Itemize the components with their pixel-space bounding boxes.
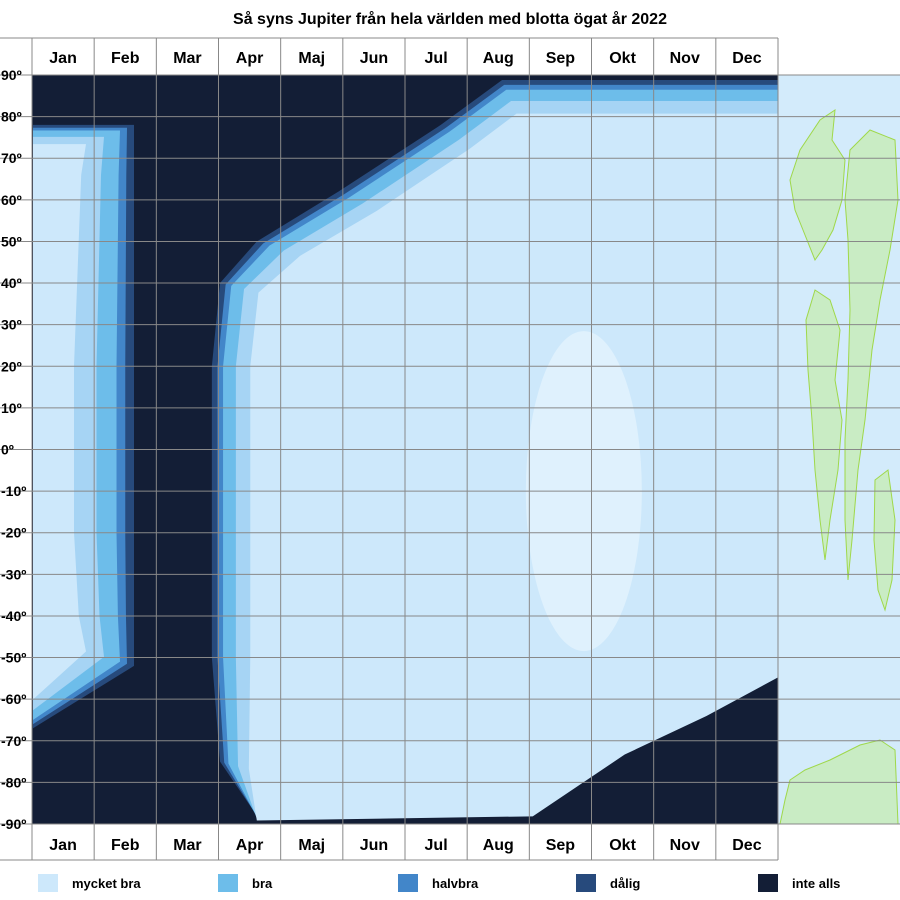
- latitude-label: -20º: [1, 525, 26, 541]
- latitude-label: 60º: [1, 192, 22, 208]
- month-label-bottom: Jun: [360, 837, 388, 854]
- latitude-label: 0º: [1, 442, 14, 458]
- month-label-top: Jul: [425, 50, 448, 67]
- legend-label: dålig: [610, 876, 640, 891]
- legend-label: mycket bra: [72, 876, 141, 891]
- month-label-bottom: Jul: [425, 837, 448, 854]
- latitude-label: 50º: [1, 233, 22, 249]
- grid-lines: [0, 37, 900, 861]
- month-label-bottom: Jan: [49, 837, 77, 854]
- month-label-bottom: Dec: [732, 837, 761, 854]
- map-land-east: [873, 469, 896, 612]
- month-label-top: Mar: [173, 50, 201, 67]
- legend-label: bra: [252, 876, 273, 891]
- legend-swatch: [398, 874, 418, 892]
- latitude-label: 40º: [1, 275, 22, 291]
- legend-swatch: [218, 874, 238, 892]
- month-label-bottom: Apr: [236, 837, 264, 854]
- month-label-top: Apr: [236, 50, 264, 67]
- latitude-label: 30º: [1, 317, 22, 333]
- month-label-bottom: Nov: [670, 837, 700, 854]
- legend: mycket bra bra halvbra dålig inte alls: [38, 874, 840, 892]
- latitude-label: -40º: [1, 608, 26, 624]
- latitude-label: 20º: [1, 358, 22, 374]
- month-label-top: Aug: [483, 50, 514, 67]
- latitude-label: 70º: [1, 150, 22, 166]
- map-land-south-america: [805, 289, 843, 561]
- top-month-labels: Jan Feb Mar Apr Maj Jun Jul Aug Sep Okt Nov Dec: [49, 50, 761, 67]
- month-label-bottom: Okt: [609, 837, 636, 854]
- latitude-label: -80º: [1, 774, 26, 790]
- month-label-top: Okt: [609, 50, 636, 67]
- month-label-top: Nov: [670, 50, 700, 67]
- latitude-label: -10º: [1, 483, 26, 499]
- latitude-labels: 90º 80º 70º 60º 50º 40º 30º 20º 10º 0º -10º -20º -30…: [1, 67, 26, 832]
- legend-label: inte alls: [792, 876, 840, 891]
- legend-label: halvbra: [432, 876, 479, 891]
- latitude-label: -70º: [1, 733, 26, 749]
- month-label-bottom: Maj: [298, 837, 325, 854]
- latitude-label: 90º: [1, 67, 22, 83]
- month-label-top: Jan: [49, 50, 77, 67]
- month-label-top: Sep: [546, 50, 576, 67]
- month-label-bottom: Mar: [173, 837, 201, 854]
- bottom-month-labels: Jan Feb Mar Apr Maj Jun Jul Aug Sep Okt Nov Dec: [49, 837, 761, 854]
- month-label-top: Jun: [360, 50, 388, 67]
- month-label-bottom: Feb: [111, 837, 140, 854]
- month-label-top: Maj: [298, 50, 325, 67]
- month-label-top: Feb: [111, 50, 140, 67]
- latitude-label: -60º: [1, 691, 26, 707]
- month-label-bottom: Sep: [546, 837, 576, 854]
- legend-swatch: [576, 874, 596, 892]
- chart-title: Så syns Jupiter från hela världen med bl…: [233, 10, 667, 28]
- latitude-label: -30º: [1, 566, 26, 582]
- latitude-label: 80º: [1, 109, 22, 125]
- latitude-label: -90º: [1, 816, 26, 832]
- zone-mycket-bra-main: [248, 113, 778, 821]
- month-label-bottom: Aug: [483, 837, 514, 854]
- map-land-europe-africa: [844, 129, 899, 581]
- legend-swatch: [758, 874, 778, 892]
- latitude-label: 10º: [1, 400, 22, 416]
- legend-swatch: [38, 874, 58, 892]
- month-label-top: Dec: [732, 50, 761, 67]
- latitude-label: -50º: [1, 650, 26, 666]
